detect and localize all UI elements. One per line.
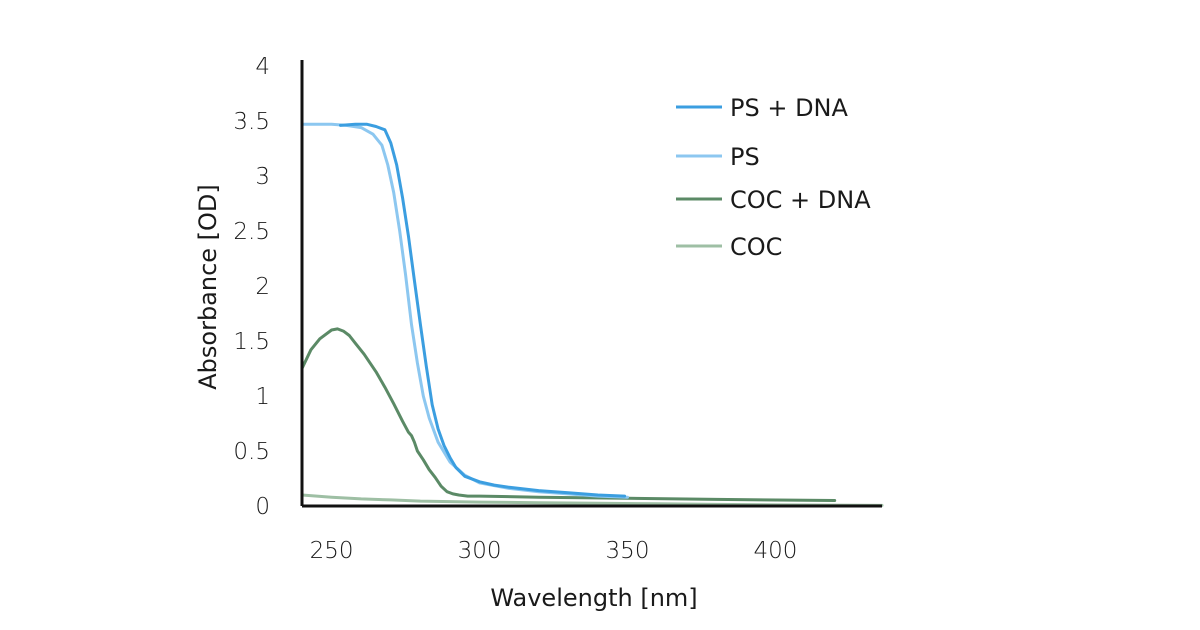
y-tick-labels: 0 0.5 1 1.5 2 2.5 3 3.5 4	[233, 54, 270, 520]
series-line-ps-dna	[339, 122, 627, 498]
legend-label-coc-dna: COC + DNA	[730, 186, 871, 214]
x-tick-label: 350	[606, 538, 650, 564]
x-tick-label: 300	[458, 538, 502, 564]
y-tick-label: 0.5	[233, 439, 270, 465]
y-tick-label: 3	[255, 164, 270, 190]
y-axis-title: Absorbance [OD]	[194, 184, 222, 390]
y-tick-label: 2.5	[233, 219, 270, 245]
y-tick-label: 3.5	[233, 109, 270, 135]
y-tick-label: 4	[255, 54, 270, 80]
y-tick-label: 1	[255, 384, 270, 410]
legend: PS + DNA PS COC + DNA COC	[676, 94, 871, 261]
legend-label-ps-dna: PS + DNA	[730, 94, 849, 122]
x-tick-labels: 250 300 350 400	[310, 538, 798, 564]
y-tick-label: 1.5	[233, 329, 270, 355]
legend-label-ps: PS	[730, 143, 760, 171]
x-tick-label: 400	[754, 538, 798, 564]
series-line-ps	[300, 122, 629, 499]
legend-label-coc: COC	[730, 233, 782, 261]
series-line-coc	[300, 493, 884, 507]
series-line-coc-dna	[300, 327, 837, 502]
x-tick-label: 250	[310, 538, 354, 564]
y-tick-label: 0	[255, 494, 270, 520]
series-lines	[300, 122, 884, 507]
y-tick-label: 2	[255, 274, 270, 300]
x-axis-title: Wavelength [nm]	[490, 584, 697, 612]
